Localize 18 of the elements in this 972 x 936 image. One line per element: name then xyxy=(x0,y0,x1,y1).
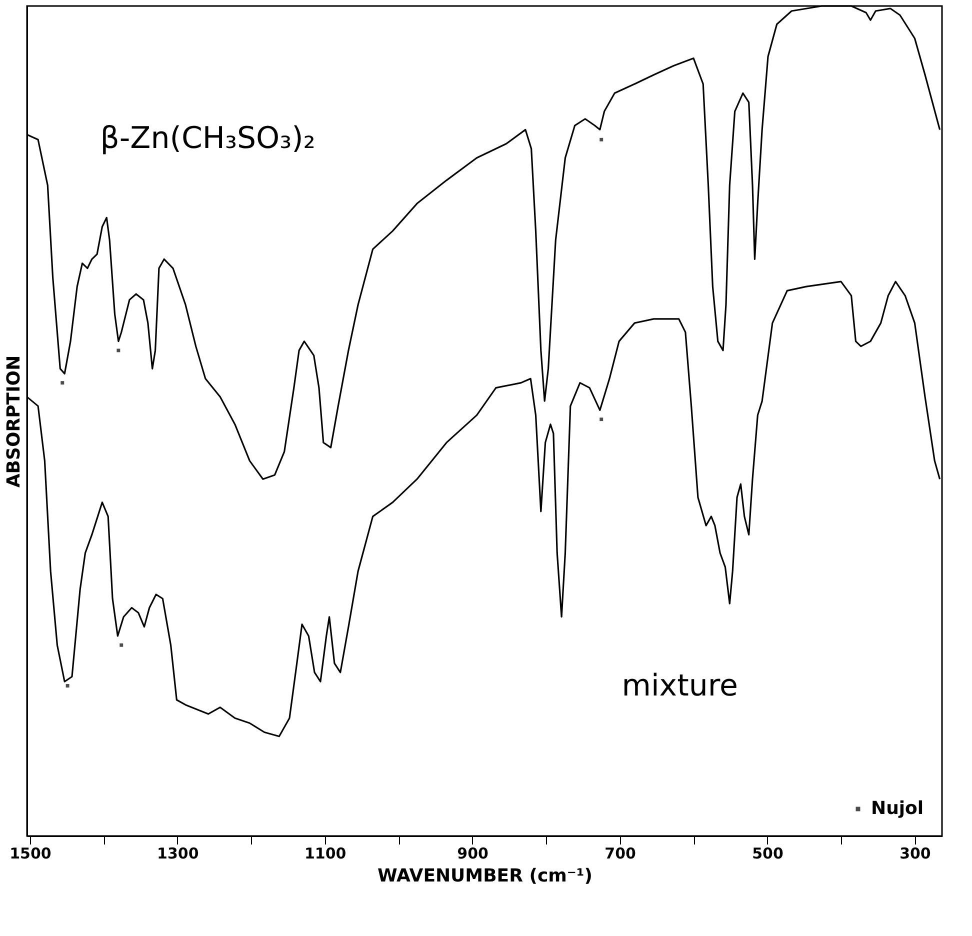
series-label: β-Zn(CH₃SO₃)₂ xyxy=(100,120,316,156)
x-axis-title: WAVENUMBER (cm⁻¹) xyxy=(378,866,592,886)
point xyxy=(600,138,604,142)
point xyxy=(60,381,64,385)
point xyxy=(66,684,70,688)
x-tick-label: 1500 xyxy=(10,844,52,862)
point xyxy=(600,418,604,422)
point xyxy=(120,643,124,647)
x-tick-label: 300 xyxy=(900,844,931,862)
x-tick-label: 1100 xyxy=(304,844,346,862)
legend-label: Nujol xyxy=(871,798,924,819)
point xyxy=(116,348,120,352)
x-tick-label: 1300 xyxy=(157,844,199,862)
x-tick-label: 700 xyxy=(604,844,636,862)
x-tick-label: 900 xyxy=(457,844,488,862)
x-tick-label: 500 xyxy=(752,844,784,862)
y-axis-title: ABSORPTION xyxy=(4,355,24,488)
text: mixture xyxy=(622,668,738,704)
